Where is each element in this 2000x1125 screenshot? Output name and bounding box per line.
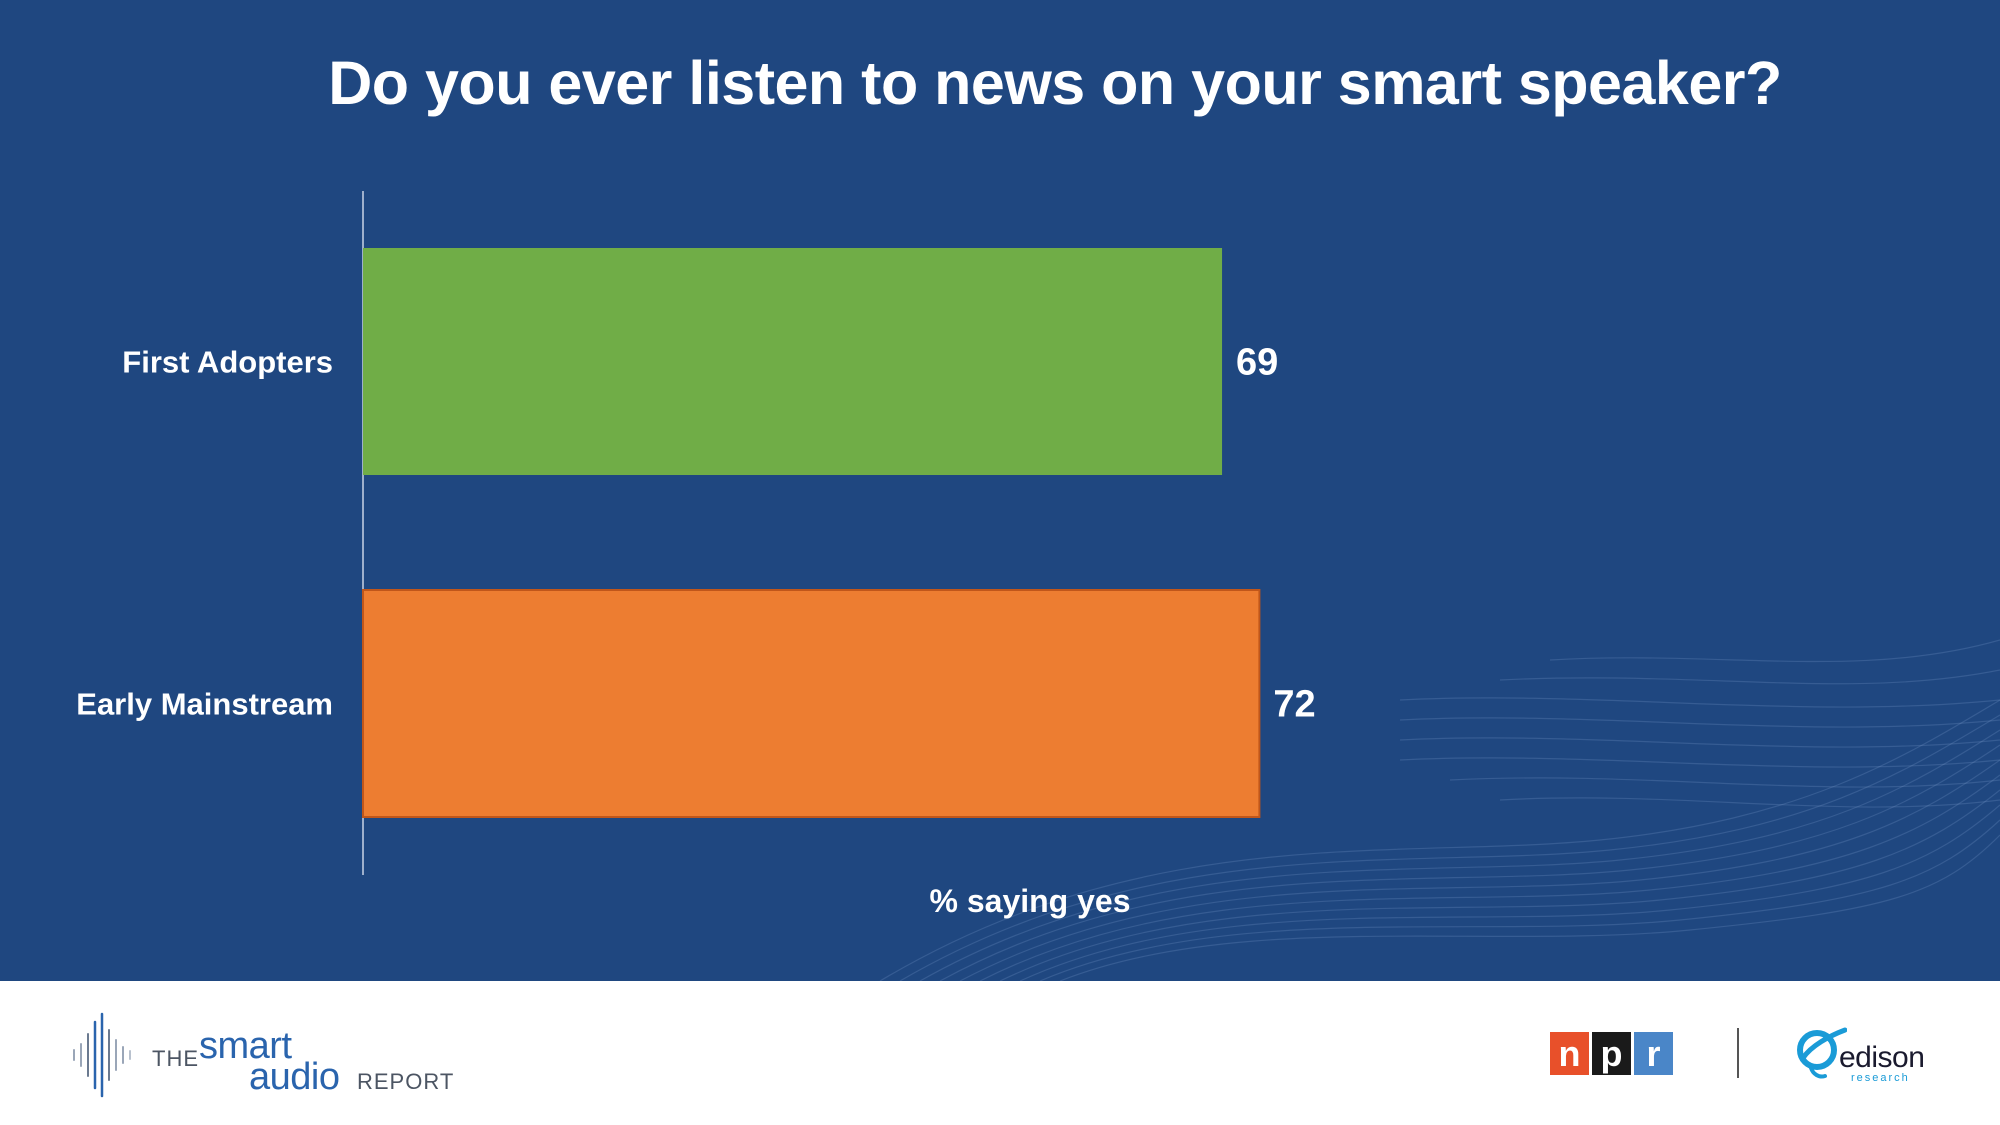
edison-wordmark: edison	[1839, 1041, 1925, 1074]
bar-chart: First Adopters 69 Early Mainstream 72	[76, 191, 1316, 875]
category-label: Early Mainstream	[76, 687, 333, 722]
smart-audio-report-logo: THE smart audio REPORT	[70, 1010, 470, 1100]
edison-orbit-icon	[1797, 1027, 1847, 1079]
wave-decoration	[879, 639, 2000, 981]
npr-letter-n: n	[1550, 1032, 1589, 1075]
bar-first-adopters	[363, 248, 1223, 475]
data-label: 72	[1273, 684, 1315, 726]
soundwave-icon	[73, 1012, 131, 1098]
npr-letter-r: r	[1634, 1032, 1673, 1075]
category-label: First Adopters	[122, 345, 333, 380]
x-axis-label: % saying yes	[929, 883, 1131, 919]
logo-word-the: THE	[152, 1046, 199, 1071]
chart-slide: Do you ever listen to news on your smart…	[0, 0, 2000, 981]
npr-logo: n p r	[1550, 1032, 1673, 1075]
edison-research-logo: edison research	[1797, 1022, 1937, 1087]
bar-early-mainstream	[362, 589, 1261, 818]
data-label: 69	[1236, 342, 1278, 384]
chart-title: Do you ever listen to news on your smart…	[328, 49, 1782, 117]
logo-divider	[1737, 1028, 1739, 1078]
logo-word-audio: audio	[249, 1056, 340, 1098]
edison-subtitle: research	[1851, 1072, 1910, 1084]
logo-word-report: REPORT	[357, 1069, 455, 1094]
npr-letter-p: p	[1592, 1032, 1631, 1075]
logo-word-smart: smart	[199, 1025, 292, 1067]
